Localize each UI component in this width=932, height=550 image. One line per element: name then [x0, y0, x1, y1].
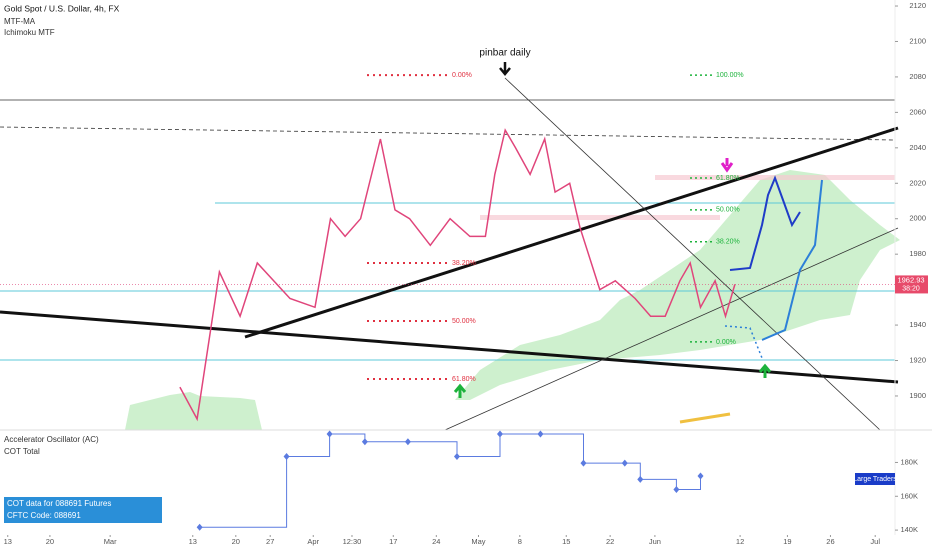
- x-tick-label: 22: [606, 537, 614, 546]
- trend-line: [504, 77, 881, 431]
- cot-point: [697, 472, 704, 480]
- x-tick-label: 27: [266, 537, 274, 546]
- y-tick-label: 2020: [909, 178, 926, 187]
- last-price-box: [895, 275, 928, 294]
- projection: [729, 175, 801, 271]
- cot-point: [326, 430, 333, 438]
- cot-point: [496, 430, 503, 438]
- y-tick-label: 2040: [909, 143, 926, 152]
- indicator-label: Ichimoku MTF: [4, 28, 55, 37]
- trend-line: [244, 126, 899, 339]
- x-tick-label: 13: [189, 537, 197, 546]
- x-tick-label: 12:30: [343, 537, 362, 546]
- fib-label: 0.00%: [452, 72, 472, 79]
- fib-label: 61.80%: [452, 376, 476, 383]
- cot-point: [621, 459, 628, 467]
- cot-point: [361, 438, 368, 446]
- arrow: [499, 62, 511, 76]
- volume-marker: [679, 412, 731, 424]
- info-text: CFTC Code: 088691: [7, 511, 81, 520]
- x-tick-label: 24: [432, 537, 440, 546]
- x-tick-label: 20: [232, 537, 240, 546]
- y2-tick-label: 180K: [900, 457, 918, 466]
- trend-line: [444, 227, 899, 431]
- info-text: COT data for 088691 Futures: [7, 499, 111, 508]
- cot-point: [580, 459, 587, 467]
- y-tick-label: 1900: [909, 391, 926, 400]
- projection: [724, 325, 763, 359]
- cot-point: [537, 430, 544, 438]
- x-tick-label: 20: [46, 537, 54, 546]
- pane-title: COT Total: [4, 447, 40, 456]
- trend-line: [0, 310, 899, 384]
- x-tick-label: Apr: [307, 537, 319, 546]
- last-price-label: 1962.93: [897, 275, 924, 284]
- arrow: [758, 363, 772, 378]
- y-tick-label: 2060: [909, 107, 926, 116]
- fib-label: 61.80%: [716, 175, 740, 182]
- x-tick-label: 19: [783, 537, 791, 546]
- y-tick-label: 1980: [909, 249, 926, 258]
- cot-point: [673, 486, 680, 494]
- y2-tick-label: 140K: [900, 525, 918, 534]
- x-tick-label: Jun: [649, 537, 661, 546]
- y-tick-label: 2000: [909, 214, 926, 223]
- chart-title: Gold Spot / U.S. Dollar, 4h, FX: [4, 3, 120, 13]
- fib-label: 100.00%: [716, 72, 744, 79]
- price-line: [179, 128, 736, 422]
- arrow: [453, 383, 467, 398]
- x-tick-label: 15: [562, 537, 570, 546]
- x-tick-label: 17: [389, 537, 397, 546]
- fib-label: 38.20%: [716, 239, 740, 246]
- fib-label: 0.00%: [716, 339, 736, 346]
- y-tick-label: 2120: [909, 1, 926, 10]
- countdown-label: 38:20: [902, 285, 920, 292]
- cot-line: [199, 433, 701, 528]
- cot-point: [196, 523, 203, 531]
- annotation: pinbar daily: [479, 48, 530, 59]
- x-tick-label: 8: [518, 537, 522, 546]
- y-tick-label: 1940: [909, 320, 926, 329]
- projection: [761, 179, 823, 341]
- fib-label: 38.20%: [452, 260, 476, 267]
- arrow: [720, 158, 734, 173]
- y2-tick-label: 160K: [900, 491, 918, 500]
- fib-label: 50.00%: [716, 207, 740, 214]
- x-tick-label: Mar: [104, 537, 117, 546]
- info-box: [4, 497, 162, 523]
- fib-label: 50.00%: [452, 318, 476, 325]
- y-tick-label: 2080: [909, 72, 926, 81]
- x-tick-label: 12: [736, 537, 744, 546]
- zone: [480, 215, 720, 220]
- indicator-label: MTF-MA: [4, 17, 36, 26]
- pane-title: Accelerator Oscillator (AC): [4, 435, 99, 444]
- cot-point: [453, 453, 460, 461]
- cot-point: [637, 475, 644, 483]
- x-tick-label: Jul: [870, 537, 880, 546]
- badge: [855, 473, 895, 485]
- x-tick-label: May: [471, 537, 485, 546]
- cot-point: [404, 438, 411, 446]
- x-tick-label: 26: [826, 537, 834, 546]
- badge-text: Large Traders: [853, 476, 897, 483]
- x-tick-label: 13: [4, 537, 12, 546]
- level-line: [0, 126, 896, 141]
- cot-point: [283, 453, 290, 461]
- y-tick-label: 2100: [909, 36, 926, 45]
- y-tick-label: 1920: [909, 356, 926, 365]
